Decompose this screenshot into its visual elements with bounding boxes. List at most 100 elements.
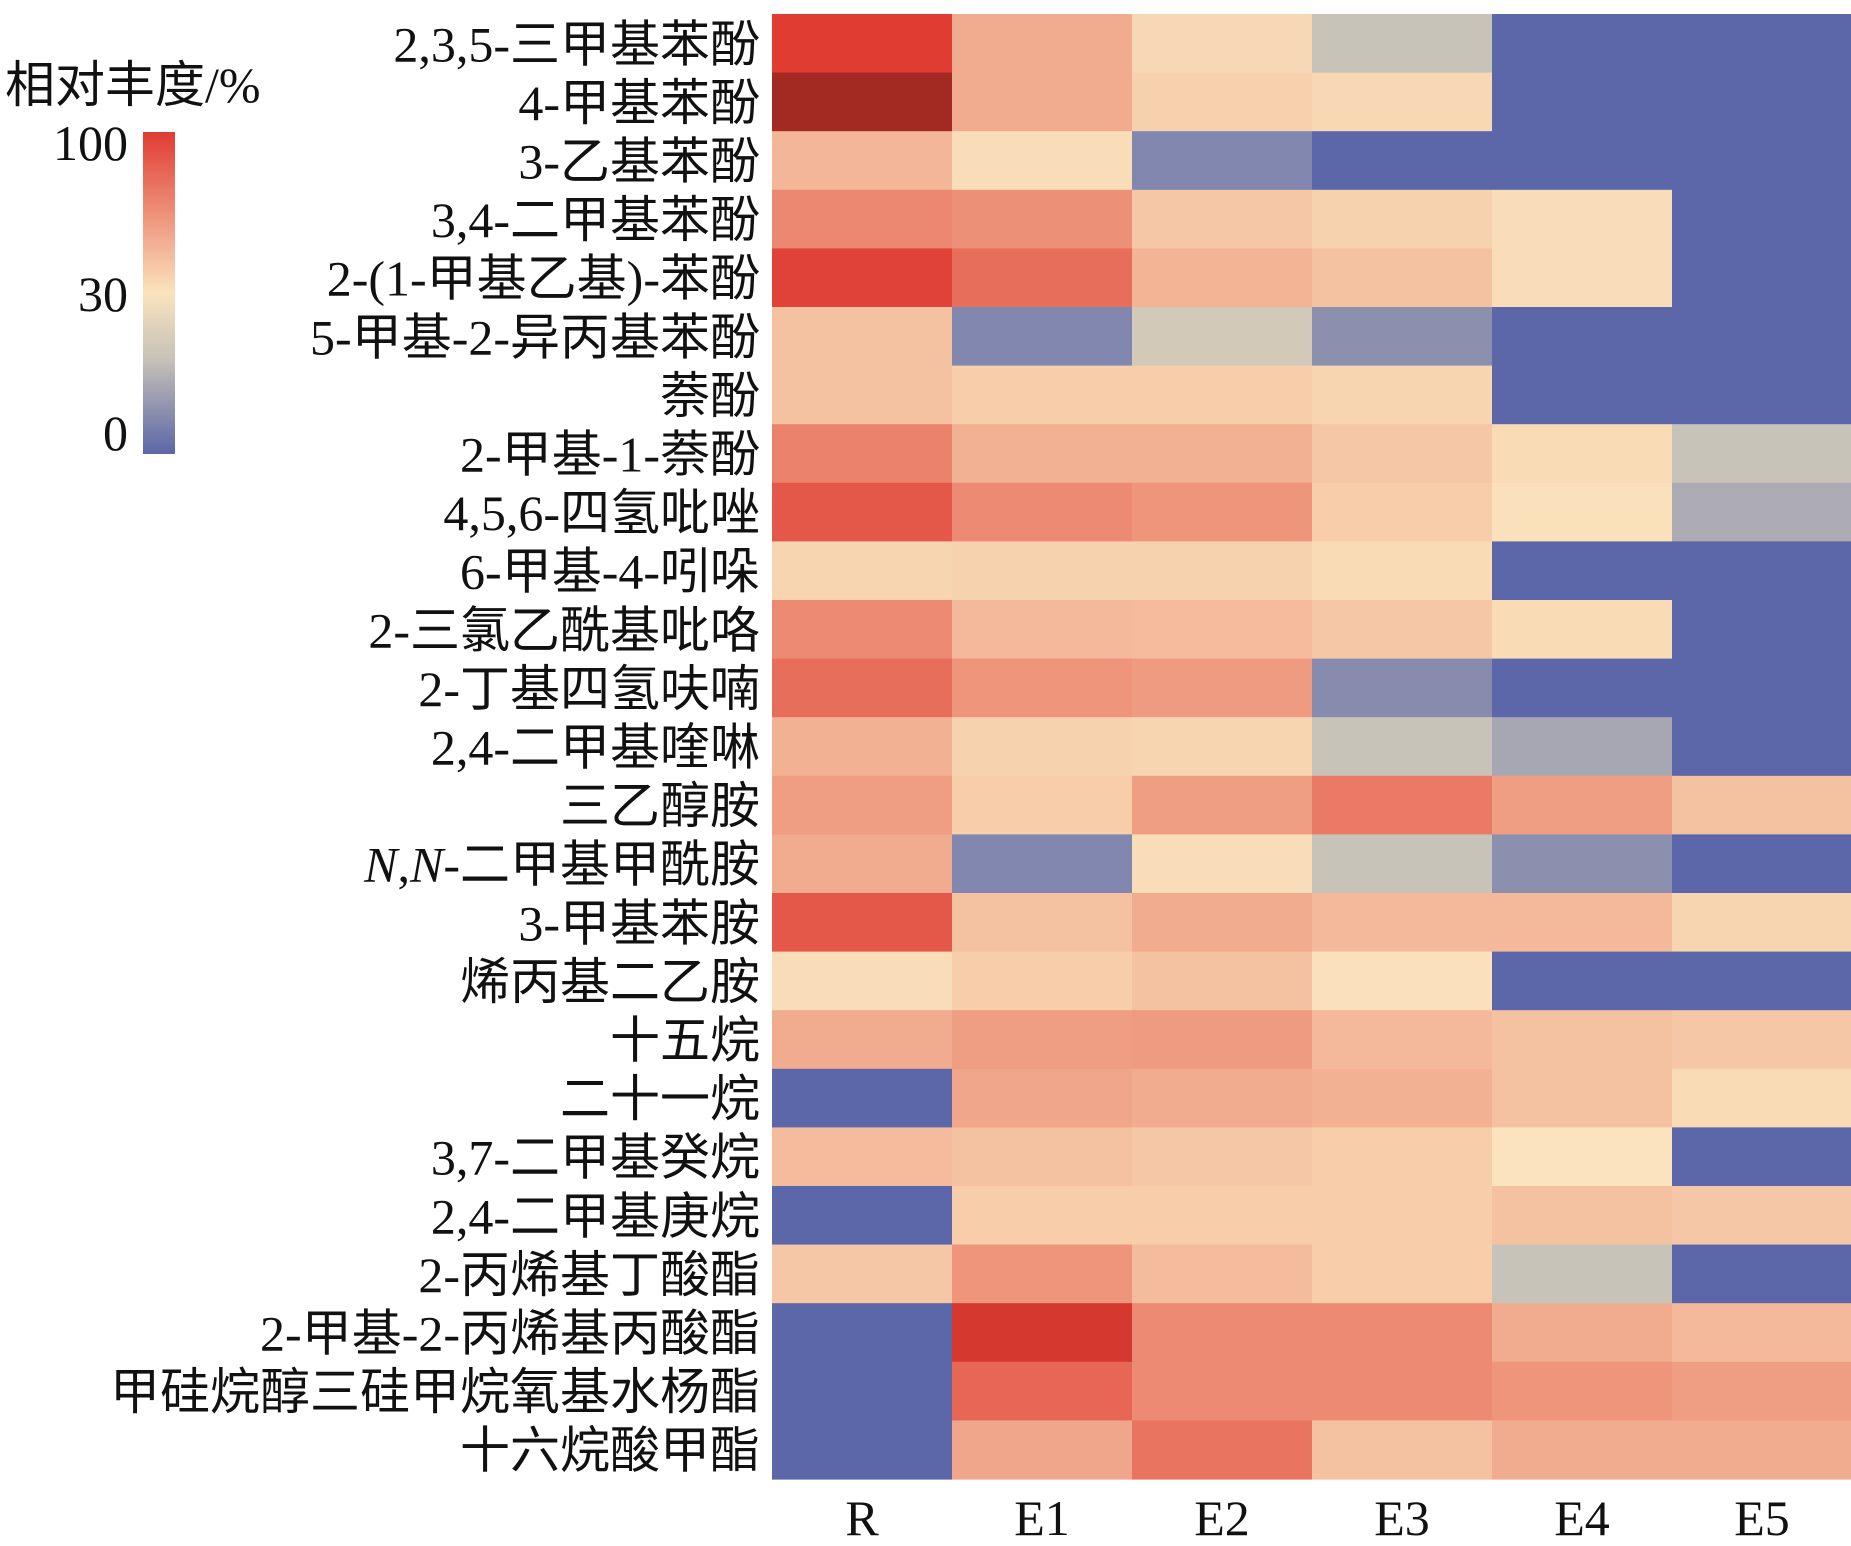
row-label: 4,5,6-四氢吡唑 — [443, 485, 760, 541]
row-label: 萘酚 — [660, 368, 760, 424]
row-label: 3-乙基苯酚 — [518, 134, 760, 190]
heatmap-cell — [1312, 600, 1493, 660]
colorbar-title: 相对丰度/% — [5, 57, 261, 113]
row-label: 2,4-二甲基喹啉 — [431, 720, 760, 776]
heatmap-cell — [772, 834, 953, 894]
heatmap-cell — [1672, 365, 1851, 425]
heatmap-cell — [1492, 1361, 1673, 1421]
heatmap-cell — [1672, 541, 1851, 601]
heatmap-cell — [1132, 1244, 1313, 1304]
heatmap-cell — [772, 189, 953, 249]
heatmap-cell — [772, 1361, 953, 1421]
heatmap-cells — [772, 14, 1851, 1480]
row-label: 二十一烷 — [560, 1071, 760, 1127]
heatmap-cell — [1492, 1068, 1673, 1128]
heatmap-cell — [952, 1127, 1133, 1187]
heatmap-cell — [1312, 1244, 1493, 1304]
column-label: E5 — [1734, 1490, 1790, 1546]
heatmap-cell — [1132, 951, 1313, 1011]
heatmap-cell — [1132, 482, 1313, 542]
heatmap-cell — [1672, 893, 1851, 953]
column-label: R — [845, 1490, 879, 1546]
heatmap-cell — [1672, 1361, 1851, 1421]
heatmap-cell — [952, 307, 1133, 367]
heatmap-cell — [1132, 1010, 1313, 1070]
heatmap-cell — [952, 658, 1133, 718]
heatmap-cell — [772, 717, 953, 777]
heatmap-cell — [1312, 775, 1493, 835]
heatmap-cell — [1132, 424, 1313, 484]
heatmap-cell — [1312, 365, 1493, 425]
heatmap-cell — [1132, 775, 1313, 835]
heatmap-cell — [1492, 14, 1673, 74]
heatmap-cell — [1132, 1068, 1313, 1128]
heatmap-cell — [1132, 717, 1313, 777]
heatmap-cell — [952, 72, 1133, 132]
heatmap-cell — [1312, 541, 1493, 601]
heatmap-cell — [1312, 717, 1493, 777]
colorbar-gradient — [143, 132, 175, 454]
heatmap-cell — [1132, 1186, 1313, 1246]
heatmap-cell — [1312, 658, 1493, 718]
heatmap-cell — [952, 365, 1133, 425]
heatmap-cell — [1492, 834, 1673, 894]
heatmap-cell — [772, 482, 953, 542]
row-label: 2-甲基-2-丙烯基丙酸酯 — [260, 1306, 760, 1362]
heatmap-cell — [952, 131, 1133, 191]
heatmap-cell — [772, 248, 953, 308]
heatmap-cell — [1132, 541, 1313, 601]
heatmap-cell — [1492, 1420, 1673, 1480]
heatmap-cell — [1492, 189, 1673, 249]
heatmap-cell — [1312, 1127, 1493, 1187]
heatmap-cell — [1672, 482, 1851, 542]
heatmap-cell — [1312, 482, 1493, 542]
heatmap-cell — [952, 775, 1133, 835]
heatmap-cell — [1672, 600, 1851, 660]
heatmap-cell — [1672, 131, 1851, 191]
row-label: 烯丙基二乙胺 — [460, 954, 760, 1010]
heatmap-cell — [1672, 1420, 1851, 1480]
column-label: E1 — [1014, 1490, 1070, 1546]
row-label: 甲硅烷醇三硅甲烷氧基水杨酯 — [110, 1364, 760, 1420]
column-label: E3 — [1374, 1490, 1430, 1546]
heatmap-cell — [1312, 1010, 1493, 1070]
heatmap-cell — [1312, 834, 1493, 894]
heatmap-cell — [1312, 189, 1493, 249]
heatmap-cell — [1312, 1303, 1493, 1363]
heatmap-cell — [1672, 1068, 1851, 1128]
heatmap-cell — [772, 1010, 953, 1070]
heatmap-cell — [952, 600, 1133, 660]
heatmap-cell — [1132, 1127, 1313, 1187]
row-label: 3,7-二甲基癸烷 — [431, 1130, 760, 1186]
heatmap-cell — [772, 1127, 953, 1187]
heatmap-cell — [952, 1361, 1133, 1421]
heatmap-cell — [1672, 1127, 1851, 1187]
heatmap-cell — [1132, 893, 1313, 953]
heatmap-cell — [1672, 834, 1851, 894]
heatmap-cell — [1672, 951, 1851, 1011]
heatmap-cell — [952, 1186, 1133, 1246]
heatmap-cell — [1492, 951, 1673, 1011]
colorbar: 相对丰度/% 100 30 0 — [5, 57, 261, 461]
heatmap-cell — [1312, 424, 1493, 484]
heatmap-cell — [952, 482, 1133, 542]
heatmap-cell — [1492, 1244, 1673, 1304]
heatmap-cell — [772, 775, 953, 835]
heatmap-cell — [772, 600, 953, 660]
heatmap-cell — [1492, 307, 1673, 367]
heatmap-cell — [952, 1068, 1133, 1128]
heatmap-cell — [1672, 1244, 1851, 1304]
heatmap-cell — [1132, 189, 1313, 249]
heatmap-cell — [1132, 1420, 1313, 1480]
heatmap-cell — [952, 834, 1133, 894]
heatmap-cell — [952, 541, 1133, 601]
heatmap-cell — [772, 72, 953, 132]
heatmap-cell — [952, 189, 1133, 249]
heatmap-cell — [1492, 482, 1673, 542]
colorbar-tick-label: 100 — [53, 115, 128, 171]
row-label: 6-甲基-4-吲哚 — [460, 544, 760, 600]
heatmap-cell — [952, 1303, 1133, 1363]
heatmap-cell — [1132, 1303, 1313, 1363]
heatmap-cell — [1492, 365, 1673, 425]
